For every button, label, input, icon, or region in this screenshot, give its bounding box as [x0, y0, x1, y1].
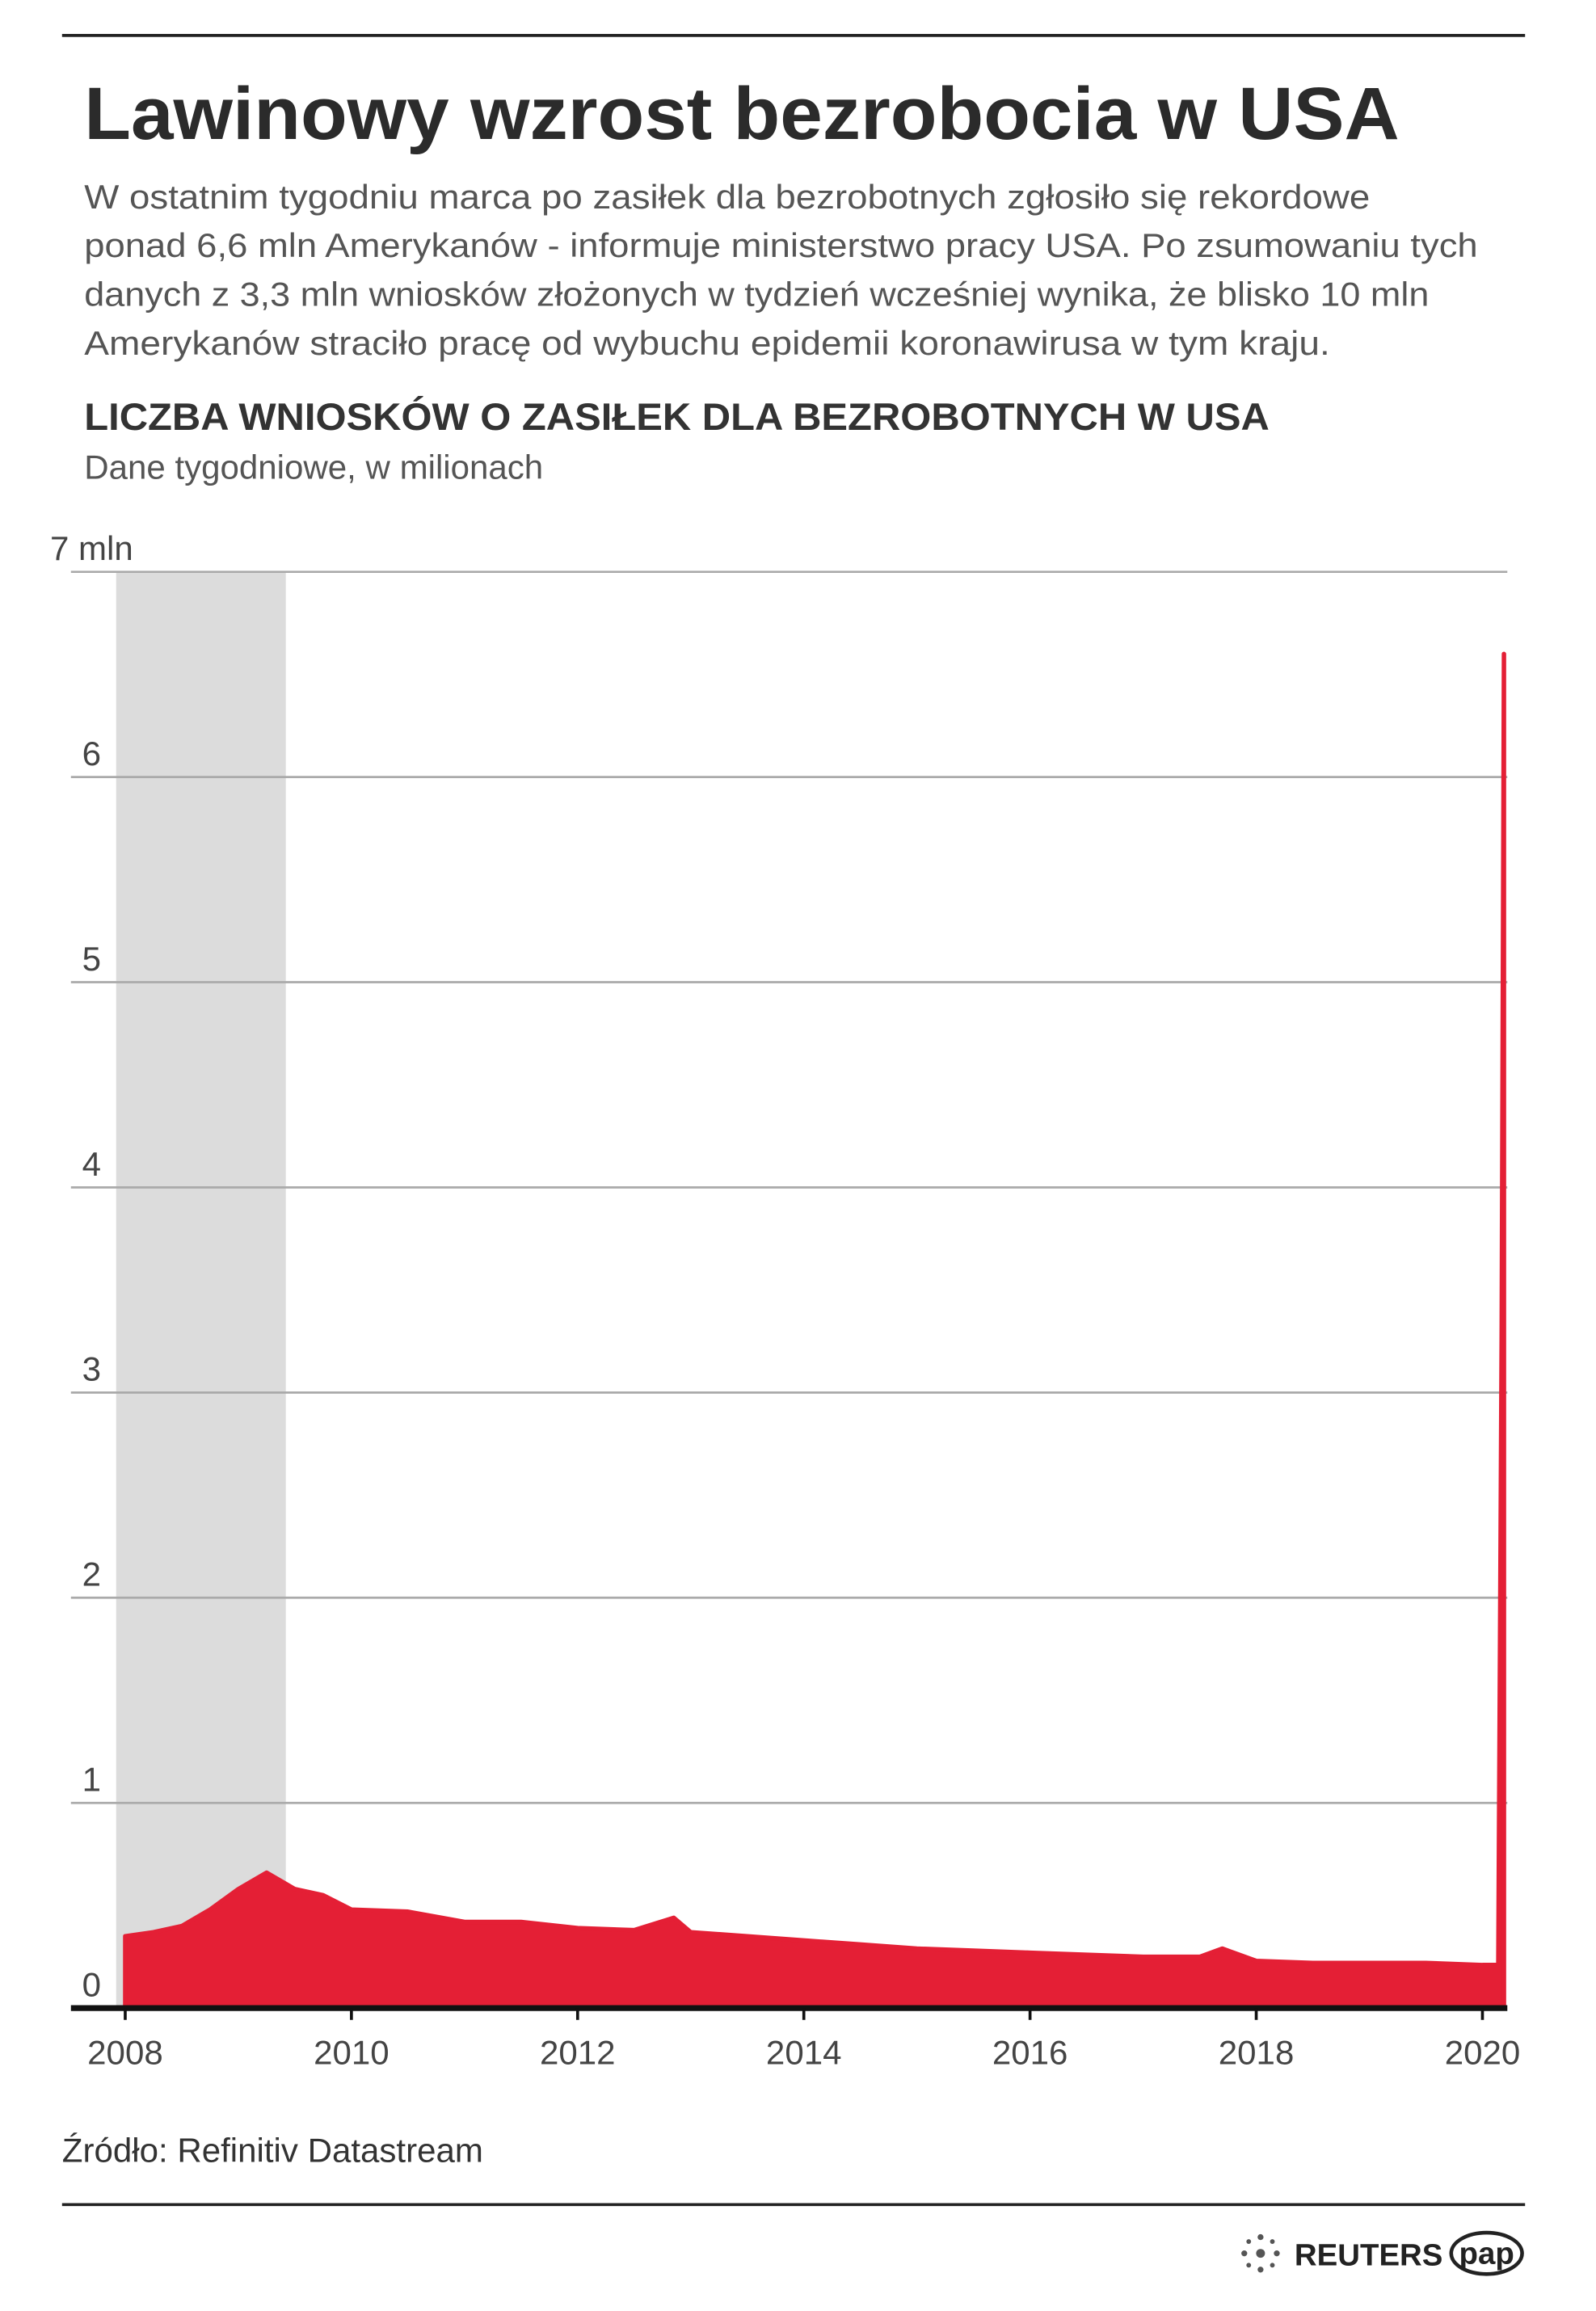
title: Lawinowy wzrost bezrobocia w USA	[84, 73, 1400, 155]
x-tick-label: 2014	[766, 2034, 842, 2072]
logo-reuters: REUTERS	[1295, 2237, 1442, 2272]
x-tick-label: 2010	[314, 2034, 390, 2072]
y-tick-label: 5	[82, 940, 101, 978]
y-tick-label: 3	[82, 1350, 101, 1388]
reuters-icon	[1241, 2233, 1280, 2273]
x-tick-label: 2018	[1219, 2034, 1295, 2072]
x-tick-label: 2008	[87, 2034, 163, 2072]
x-tick-label: 2012	[540, 2034, 616, 2072]
description: W ostatnim tygodniu marca po zasiłek dla…	[84, 178, 1370, 216]
area	[123, 651, 1506, 2010]
pap-badge	[1449, 2230, 1524, 2276]
description: ponad 6,6 mln Amerykanów - informuje min…	[84, 226, 1477, 264]
description: danych z 3,3 mln wniosków złożonych w ty…	[84, 276, 1429, 314]
x-tick-label: 2016	[992, 2034, 1068, 2072]
description: Amerykanów straciło pracę od wybuchu epi…	[84, 324, 1330, 362]
x-tick-label: 2020	[1445, 2034, 1521, 2072]
chart-title: LICZBA WNIOSKÓW O ZASIŁEK DLA BEZROBOTNY…	[84, 394, 1270, 439]
recession-shade	[116, 571, 286, 2009]
y-tick-label: 1	[82, 1761, 101, 1799]
y-tick-label: 4	[82, 1145, 101, 1183]
y-tick-label: 7 mln	[50, 529, 133, 567]
logo-pap: pap	[1459, 2236, 1514, 2271]
y-tick-label: 2	[82, 1555, 101, 1593]
source: Źródło: Refinitiv Datastream	[62, 2131, 483, 2169]
subtitle: Dane tygodniowe, w milionach	[84, 448, 543, 486]
y-tick-label: 6	[82, 735, 101, 772]
y-tick-label: 0	[82, 1965, 101, 2003]
